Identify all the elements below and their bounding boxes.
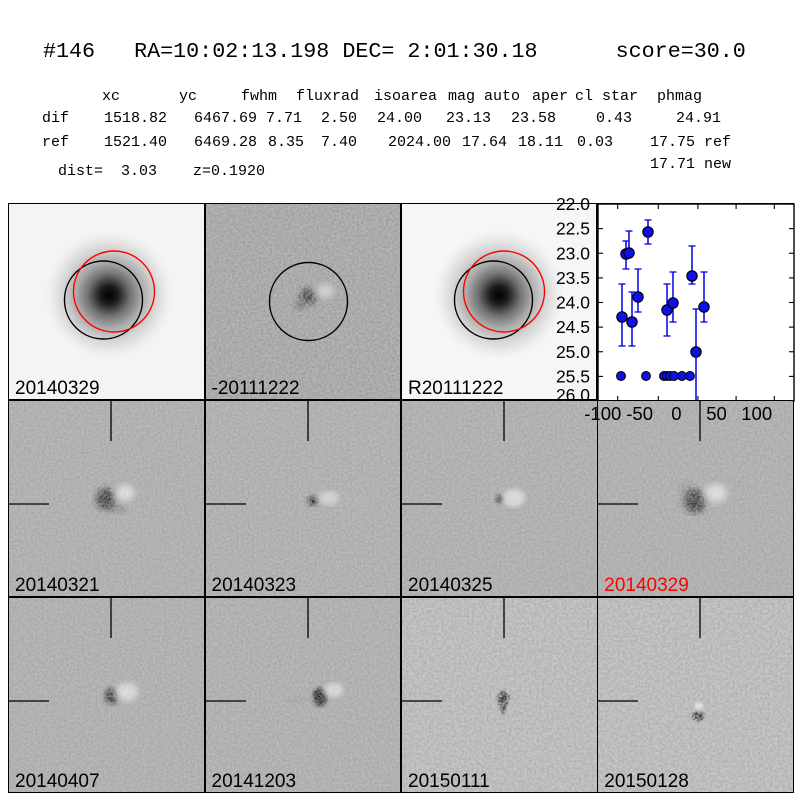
svg-text:25.5: 25.5	[556, 366, 590, 386]
svg-text:24.0: 24.0	[556, 293, 590, 313]
svg-text:22.5: 22.5	[556, 219, 590, 239]
svg-text:25.0: 25.0	[556, 342, 590, 362]
svg-text:23.0: 23.0	[556, 243, 590, 263]
svg-text:22.0: 22.0	[556, 194, 590, 214]
svg-text:24.5: 24.5	[556, 317, 590, 337]
svg-text:23.5: 23.5	[556, 268, 590, 288]
